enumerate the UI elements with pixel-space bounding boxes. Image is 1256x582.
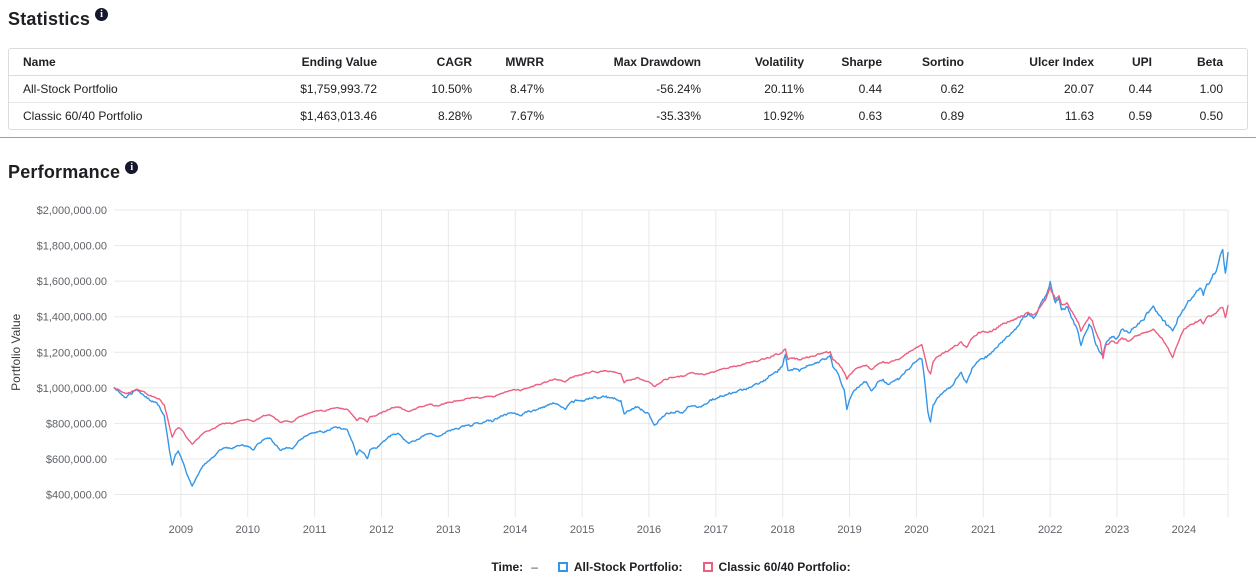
table-cell: 0.50: [1199, 109, 1223, 123]
statistics-header: Statistics i: [8, 8, 109, 30]
statistics-table-body: All-Stock Portfolio $1,759,993.72 10.50% 8.…: [9, 76, 1247, 129]
column-header: Ulcer Index: [972, 49, 1102, 76]
column-header: Sortino: [890, 49, 972, 76]
x-axis-tick-label: 2016: [637, 524, 661, 536]
table-cell: $1,759,993.72: [281, 76, 385, 103]
x-axis-tick-label: 2009: [169, 524, 193, 536]
x-axis-tick-label: 2010: [235, 524, 259, 536]
x-axis-tick-label: 2024: [1172, 524, 1196, 536]
table-row: All-Stock Portfolio $1,759,993.72 10.50% 8.…: [9, 76, 1247, 103]
classic-60-40-portfolio-swatch: [702, 562, 713, 572]
y-axis-title: Portfolio Value: [9, 313, 23, 390]
table-cell: 1.00: [1160, 76, 1247, 103]
y-axis-tick-label: $2,000,000.00: [37, 205, 107, 217]
statistics-table-head: Name Ending Value CAGR MWRR Max Drawdown Vola…: [9, 49, 1247, 76]
y-axis-tick-label: $800,000.00: [46, 418, 107, 430]
y-axis-tick-label: $1,400,000.00: [37, 312, 107, 324]
legend-item-label: All-Stock Portfolio:: [573, 560, 683, 574]
y-axis-tick-label: $1,600,000.00: [37, 276, 107, 288]
all-stock-portfolio-swatch: [557, 562, 568, 572]
table-cell: 0.44: [812, 76, 890, 103]
x-axis-tick-label: 2015: [570, 524, 594, 536]
x-axis-tick-label: 2022: [1038, 524, 1062, 536]
table-cell: 20.11%: [709, 76, 812, 103]
chart-legend: Time: – All-Stock Portfolio: Classic 60/…: [114, 558, 1228, 576]
column-header: Max Drawdown: [552, 49, 709, 76]
x-axis-tick-label: 2020: [904, 524, 928, 536]
y-axis-tick-label: $1,000,000.00: [37, 383, 107, 395]
y-axis-tick-label: $400,000.00: [46, 490, 107, 502]
info-icon[interactable]: i: [125, 161, 139, 174]
x-axis-tick-label: 2011: [303, 524, 327, 536]
series-line-classic-60-40-portfolio: [113, 286, 1229, 445]
table-cell: 0.89: [940, 109, 964, 123]
performance-chart: $2,000,000.00 $1,800,000.00 $1,600,000.00 $…: [9, 205, 1229, 536]
legend-time-label: Time:: [491, 560, 524, 574]
column-header: Volatility: [709, 49, 812, 76]
y-axis-tick-label: $1,200,000.00: [37, 347, 107, 359]
table-cell: 11.63: [1064, 109, 1094, 123]
x-axis-tick-label: 2019: [837, 524, 861, 536]
legend-item-classic-60-40-portfolio[interactable]: Classic 60/40 Portfolio:: [702, 560, 851, 574]
table-row: Classic 60/40 Portfolio $1,463,013.46 8.28…: [9, 103, 1247, 129]
column-header: Sharpe: [812, 49, 890, 76]
statistics-title: Statistics: [8, 9, 91, 29]
table-cell: Classic 60/40 Portfolio: [23, 109, 143, 123]
table-cell: $1,463,013.46: [300, 109, 377, 123]
legend-time: Time: –: [491, 560, 537, 574]
x-axis-tick-label: 2018: [770, 524, 794, 536]
table-cell: 0.63: [858, 109, 882, 123]
table-header-row: Name Ending Value CAGR MWRR Max Drawdown Vola…: [9, 49, 1247, 76]
table-cell: 10.92%: [763, 109, 804, 123]
table-cell: -35.33%: [656, 109, 701, 123]
table-cell: 0.62: [890, 76, 972, 103]
statistics-table: Name Ending Value CAGR MWRR Max Drawdown Vola…: [8, 48, 1248, 130]
column-header: CAGR: [385, 49, 480, 76]
table-cell: 0.44: [1102, 76, 1160, 103]
column-header: Beta: [1160, 49, 1247, 76]
x-axis-tick-label: 2013: [436, 524, 460, 536]
x-axis-tick-label: 2017: [704, 524, 728, 536]
table-cell: 10.50%: [385, 76, 480, 103]
section-divider: [0, 137, 1256, 138]
table-cell: All-Stock Portfolio: [9, 76, 281, 103]
table-cell: 8.47%: [480, 76, 552, 103]
table-cell: 0.59: [1128, 109, 1152, 123]
info-icon[interactable]: i: [95, 8, 109, 21]
column-header: Name: [9, 49, 281, 76]
column-header: MWRR: [480, 49, 552, 76]
column-header: UPI: [1102, 49, 1160, 76]
legend-item-all-stock-portfolio[interactable]: All-Stock Portfolio:: [557, 560, 683, 574]
y-axis-tick-label: $600,000.00: [46, 454, 107, 466]
x-axis-tick-label: 2021: [971, 524, 995, 536]
legend-time-value: –: [531, 560, 538, 574]
column-header: Ending Value: [281, 49, 385, 76]
legend-item-label: Classic 60/40 Portfolio:: [718, 560, 851, 574]
performance-title: Performance: [8, 162, 121, 182]
series-line-all-stock-portfolio: [113, 248, 1229, 487]
y-axis-tick-label: $1,800,000.00: [37, 241, 107, 253]
table-cell: 20.07: [972, 76, 1102, 103]
table-cell: 7.67%: [509, 109, 544, 123]
table-cell: -56.24%: [552, 76, 709, 103]
table-cell: 8.28%: [437, 109, 472, 123]
performance-header: Performance i: [8, 161, 139, 183]
x-axis-tick-label: 2014: [503, 524, 527, 536]
x-axis-tick-label: 2012: [369, 524, 393, 536]
x-axis-tick-label: 2023: [1105, 524, 1129, 536]
